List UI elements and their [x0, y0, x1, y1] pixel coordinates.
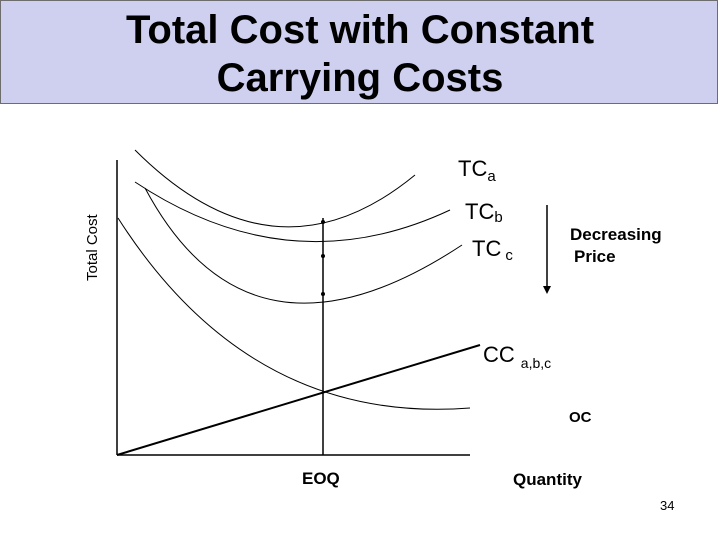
title-line-1: Total Cost with Constant: [125, 8, 595, 52]
tc-a-minimum-point: [321, 220, 325, 224]
tc-b-minimum-point: [321, 254, 325, 258]
decreasing-price-label-line-1: Decreasing: [570, 225, 662, 244]
page-number: 34: [660, 498, 674, 513]
tc-b-label: TCb: [465, 199, 503, 226]
eoq-label: EOQ: [302, 469, 340, 488]
tc-c-curve: [144, 187, 463, 304]
title-bar: [0, 0, 718, 104]
tc-b-curve: [134, 181, 451, 243]
oc-curve: [117, 217, 471, 410]
y-axis-label: Total Cost: [84, 213, 101, 281]
oc-label: OC: [569, 409, 592, 426]
tc-c-minimum-point: [321, 292, 325, 296]
tc-a-label: TCa: [458, 156, 496, 185]
cc-line: [116, 344, 481, 456]
title-line-2: Carrying Costs: [216, 56, 504, 100]
tc-a-curve: [134, 149, 416, 228]
tc-c-label: TC c: [472, 236, 513, 264]
x-axis-label: Quantity: [513, 470, 582, 489]
cc-label: CC a,b,c: [483, 342, 551, 371]
decreasing-price-label-line-2: Price: [574, 247, 616, 266]
